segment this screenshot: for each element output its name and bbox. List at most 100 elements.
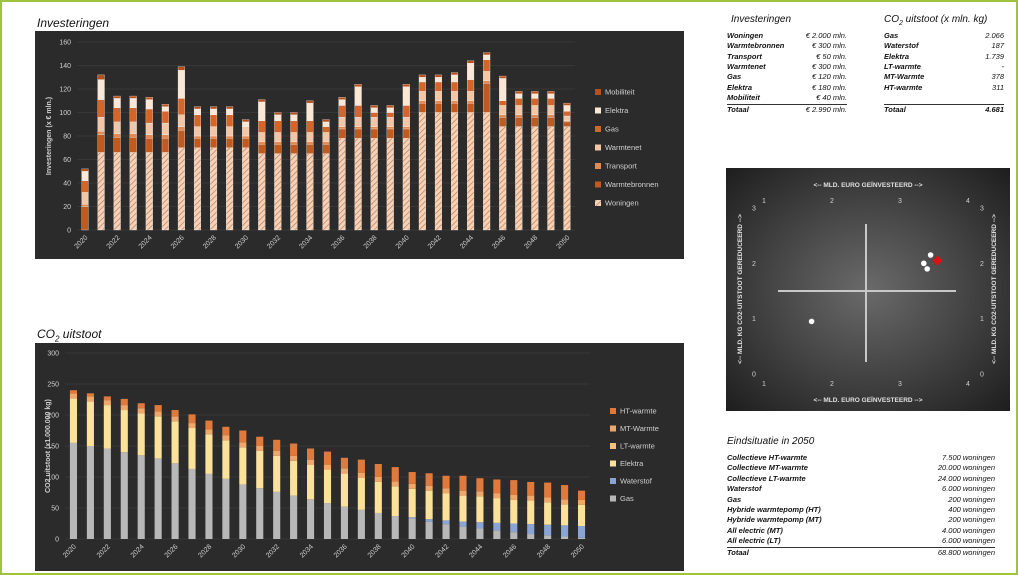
- quadrant-background: [726, 168, 1010, 411]
- invest-table-header: Investeringen: [731, 14, 792, 25]
- bar-segment: [370, 138, 378, 231]
- bar-segment: [531, 126, 539, 231]
- bar-segment: [354, 126, 362, 130]
- y-tick-label: 120: [59, 87, 71, 94]
- x-tick-label: 2038: [363, 234, 379, 250]
- row-label: Woningen: [727, 31, 764, 40]
- bar-segment: [483, 52, 491, 56]
- bar-segment: [226, 126, 234, 137]
- legend-swatch: [610, 460, 616, 467]
- x-tick-bottom: 4: [966, 381, 970, 388]
- bar-segment: [561, 525, 569, 537]
- x-tick-label: 2034: [299, 543, 315, 559]
- bar-segment: [86, 401, 94, 446]
- bar-segment: [226, 114, 234, 127]
- x-tick-top: 4: [966, 198, 970, 205]
- legend-label: HT-warmte: [620, 407, 657, 416]
- bar-segment: [561, 499, 569, 505]
- table-row: Hybride warmtepomp (MT) 200 woningen: [727, 515, 995, 525]
- bar-segment: [210, 106, 218, 110]
- bar-segment: [459, 475, 467, 491]
- bar-segment: [210, 108, 218, 115]
- bar-segment: [306, 141, 314, 145]
- row-label: Gas: [727, 72, 742, 82]
- bar-segment: [408, 472, 416, 484]
- x-tick-label: 2036: [333, 543, 349, 559]
- bar-segment: [258, 141, 266, 145]
- row-label: Gas: [727, 494, 742, 504]
- y-tick-label: 60: [63, 157, 71, 164]
- bar-segment: [258, 153, 266, 231]
- bar-segment: [258, 99, 266, 103]
- bar-segment: [544, 524, 552, 536]
- bar-segment: [510, 480, 518, 495]
- bar-segment: [154, 411, 162, 417]
- bar-segment: [442, 520, 450, 525]
- bar-segment: [531, 98, 539, 106]
- table-row: Collectieve MT-warmte 20.000 woningen: [727, 463, 995, 473]
- bar-segment: [467, 100, 475, 104]
- row-label: Elektra: [884, 51, 910, 61]
- row-label: HT-warmte: [884, 82, 923, 92]
- bar-segment: [145, 122, 153, 135]
- bar-segment: [137, 413, 145, 456]
- x-tick-top: 1: [762, 198, 766, 205]
- bar-segment: [306, 102, 314, 121]
- co2-title-suffix: uitstoot: [59, 327, 102, 341]
- bar-segment: [499, 100, 507, 106]
- table-row: Warmtenet € 300 mln.: [727, 62, 847, 72]
- bar-segment: [483, 54, 491, 60]
- bar-segment: [476, 528, 484, 539]
- legend-label: Transport: [605, 162, 638, 171]
- bar-segment: [434, 100, 442, 104]
- legend-label: Woningen: [605, 199, 639, 208]
- row-label: Hybride warmtepomp (MT): [727, 515, 822, 525]
- bar-segment: [274, 141, 282, 145]
- bar-segment: [425, 473, 433, 486]
- bar-segment: [450, 102, 459, 113]
- row-value: 6.000 woningen: [942, 536, 995, 546]
- row-label: Warmtebronnen: [727, 41, 785, 51]
- x-tick-bottom: 3: [898, 381, 902, 388]
- bar-segment: [434, 112, 442, 231]
- bar-segment: [402, 138, 410, 231]
- bar-segment: [145, 108, 153, 124]
- bar-segment: [547, 126, 555, 231]
- x-tick-label: 2050: [570, 543, 586, 559]
- bar-segment: [274, 114, 282, 121]
- bar-segment: [258, 120, 266, 133]
- row-label: Warmtenet: [727, 61, 766, 71]
- total-row: Totaal 4.681: [884, 105, 1004, 115]
- table-row: Waterstof 187: [884, 41, 1004, 51]
- bar-segment: [418, 81, 426, 92]
- bar-segment: [391, 516, 399, 539]
- bar-segment: [425, 490, 433, 520]
- bar-segment: [193, 147, 202, 231]
- x-tick-label: 2026: [164, 543, 180, 559]
- table-row: Gas 200 woningen: [727, 495, 995, 505]
- bar-segment: [418, 91, 426, 101]
- bar-segment: [547, 117, 555, 127]
- bar-segment: [188, 414, 196, 424]
- bar-segment: [563, 102, 571, 106]
- bar-segment: [177, 70, 185, 99]
- bar-segment: [154, 458, 162, 539]
- bar-segment: [171, 463, 179, 539]
- bar-segment: [577, 504, 586, 526]
- bar-segment: [425, 519, 433, 522]
- x-tick-label: 2030: [231, 543, 247, 559]
- bar-segment: [544, 482, 552, 498]
- bar-segment: [374, 512, 382, 539]
- bar-segment: [322, 119, 330, 123]
- bar-segment: [357, 509, 365, 539]
- y-tick-label: 150: [47, 444, 59, 451]
- bar-segment: [242, 126, 250, 137]
- row-value: 2.066: [985, 31, 1004, 40]
- bar-segment: [97, 152, 105, 231]
- x-tick-label: 2032: [265, 543, 281, 559]
- bar-segment: [527, 481, 535, 496]
- x-tick-label: 2028: [197, 543, 213, 559]
- bar-segment: [177, 98, 185, 116]
- legend-swatch: [595, 126, 601, 132]
